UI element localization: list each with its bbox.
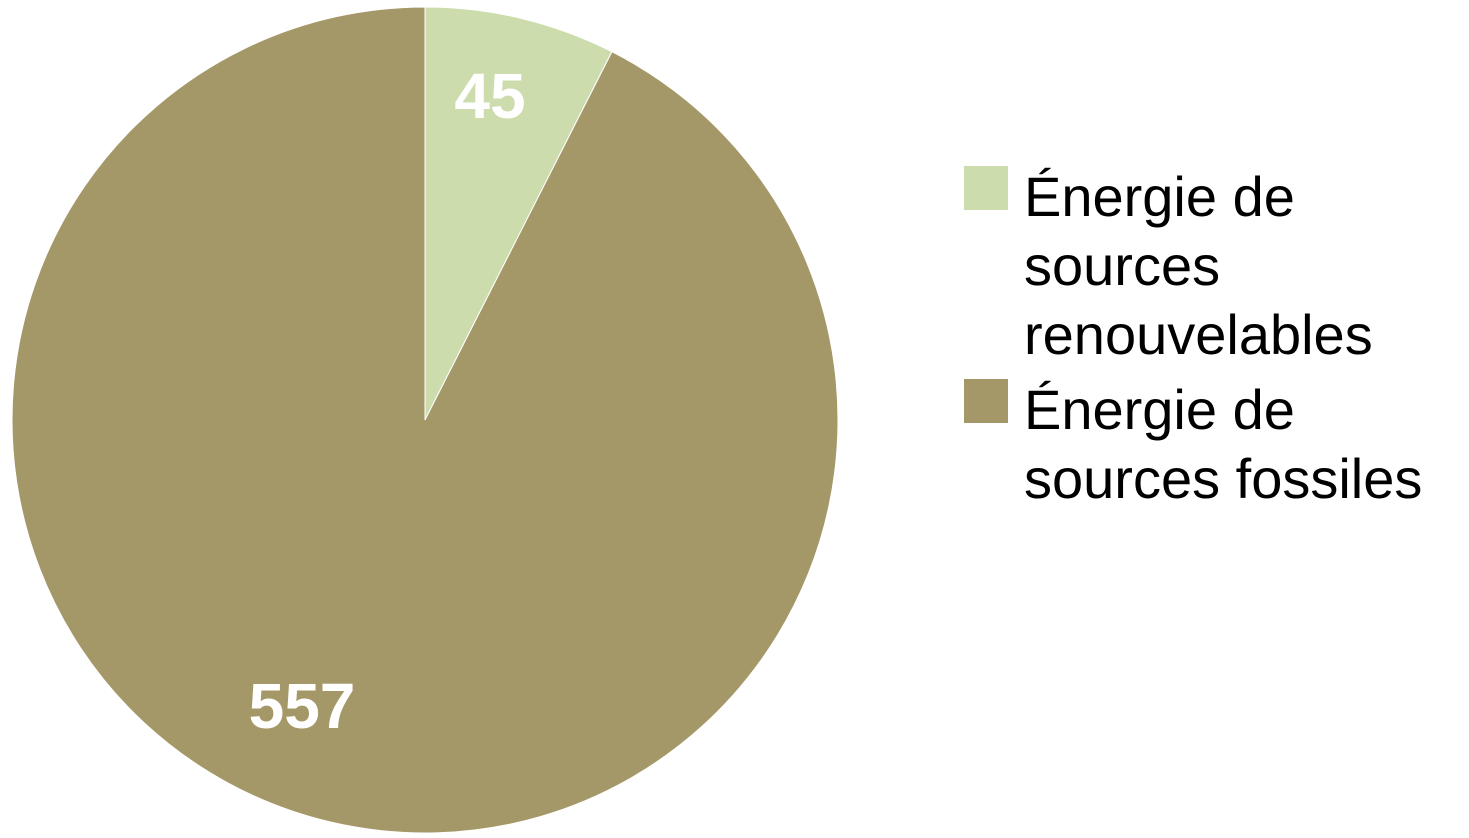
slice-label-fossil: 557: [249, 670, 356, 742]
legend-item-fossil: Énergie de sources fossiles: [964, 375, 1464, 513]
slice-label-renewable: 45: [454, 60, 525, 132]
legend-item-renewable: Énergie de sources renouvelables: [964, 162, 1464, 369]
pie-slice-fossil: [11, 6, 839, 834]
legend-swatch-renewable: [964, 166, 1008, 210]
pie-slice-renewable: [424, 6, 613, 421]
legend-swatch-fossil: [964, 379, 1008, 423]
legend-label-fossil: Énergie de sources fossiles: [1024, 378, 1423, 510]
legend: Énergie de sources renouvelables Énergie…: [964, 162, 1464, 519]
pie-slices: [11, 6, 839, 834]
pie-chart: 45 557: [11, 6, 839, 834]
legend-label-renewable: Énergie de sources renouvelables: [1024, 165, 1373, 366]
